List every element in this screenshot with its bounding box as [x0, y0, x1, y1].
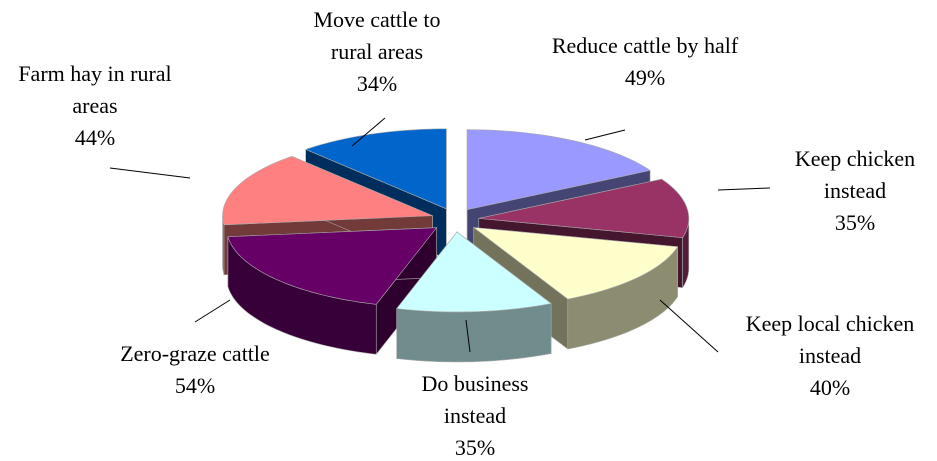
- value-label: 34%: [356, 71, 398, 96]
- slice: [466, 129, 651, 211]
- data-label: Keep local chicken instead 40%: [730, 308, 930, 404]
- slice: [396, 231, 552, 313]
- data-label: Keep chicken instead 35%: [768, 143, 937, 239]
- category-label: Keep local chicken instead: [745, 311, 915, 368]
- slice: [472, 227, 679, 300]
- leader-line: [717, 187, 771, 191]
- data-label: Do business instead 35%: [390, 368, 560, 461]
- leader-line: [659, 299, 719, 353]
- category-label: Zero-graze cattle: [120, 341, 270, 366]
- value-label: 35%: [834, 210, 876, 235]
- value-label: 35%: [454, 435, 496, 460]
- category-label: Move cattle to rural areas: [313, 7, 441, 64]
- leader-line: [465, 319, 471, 353]
- slice: [478, 178, 690, 238]
- category-label: Farm hay in rural areas: [18, 61, 172, 118]
- leader-line: [351, 117, 386, 147]
- value-label: 54%: [174, 373, 216, 398]
- data-label: Zero-graze cattle 54%: [75, 338, 315, 402]
- slice-side: [396, 303, 552, 363]
- data-label: Move cattle to rural areas 34%: [292, 4, 462, 100]
- category-label: Do business instead: [421, 371, 529, 428]
- data-label: Reduce cattle by half 49%: [545, 30, 745, 94]
- leader-line: [194, 299, 231, 323]
- leader-line: [109, 167, 191, 179]
- slice: [304, 128, 447, 210]
- category-label: Reduce cattle by half: [551, 33, 739, 58]
- leader-line: [584, 129, 626, 141]
- value-label: 40%: [809, 375, 851, 400]
- slice: [222, 156, 433, 226]
- slice: [227, 227, 438, 305]
- value-label: 44%: [74, 125, 116, 150]
- data-label: Farm hay in rural areas 44%: [0, 58, 190, 154]
- value-label: 49%: [624, 65, 666, 90]
- category-label: Keep chicken instead: [794, 146, 916, 203]
